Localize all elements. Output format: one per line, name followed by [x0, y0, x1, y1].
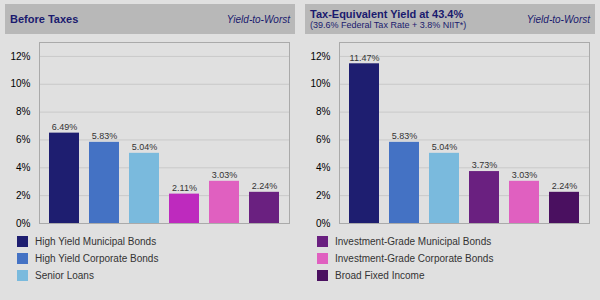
svg-text:3.73%: 3.73%	[472, 160, 498, 170]
html-text:High Yield Municipal Bonds: High Yield Municipal Bonds	[35, 236, 157, 247]
html-text:Investment-Grade Corporate Bon: Investment-Grade Corporate Bonds	[335, 253, 494, 264]
svg-text:6%: 6%	[16, 134, 31, 145]
svg-text:3.03%: 3.03%	[212, 170, 238, 180]
html-text:Investment-Grade Municipal Bon: Investment-Grade Municipal Bonds	[335, 236, 492, 247]
svg-text:6%: 6%	[316, 134, 331, 145]
svg-text:10%: 10%	[10, 78, 30, 89]
svg-text:12%: 12%	[10, 51, 30, 62]
html-text:Yield-to-Worst: Yield-to-Worst	[526, 13, 590, 25]
svg-text:4%: 4%	[16, 162, 31, 173]
svg-text:10%: 10%	[310, 78, 330, 89]
svg-text:11.47%: 11.47%	[350, 53, 380, 63]
svg-text:8%: 8%	[316, 106, 331, 117]
svg-text:2%: 2%	[316, 190, 331, 201]
svg-text:5.83%: 5.83%	[392, 131, 418, 141]
html-text:(39.6% Federal Tax Rate + 3.8%: (39.6% Federal Tax Rate + 3.8% NIIT*)	[310, 20, 467, 30]
svg-text:5.04%: 5.04%	[132, 142, 158, 152]
svg-text:12%: 12%	[310, 51, 330, 62]
svg-text:6.49%: 6.49%	[52, 122, 78, 132]
svg-text:0%: 0%	[316, 218, 331, 229]
html-text:Before Taxes: Before Taxes	[10, 13, 79, 25]
html-text:Yield-to-Worst: Yield-to-Worst	[226, 13, 290, 25]
svg-text:2.24%: 2.24%	[552, 181, 578, 191]
svg-text:0%: 0%	[16, 218, 31, 229]
svg-text:5.83%: 5.83%	[92, 131, 118, 141]
svg-text:3.03%: 3.03%	[512, 170, 538, 180]
svg-text:2.11%: 2.11%	[172, 183, 197, 193]
html-text:High Yield Corporate Bonds: High Yield Corporate Bonds	[35, 253, 159, 264]
html-text:Broad Fixed Income: Broad Fixed Income	[335, 270, 425, 281]
html-text:Tax-Equivalent Yield at 43.4%: Tax-Equivalent Yield at 43.4%	[310, 8, 464, 20]
svg-text:2%: 2%	[16, 190, 31, 201]
html-text:Senior Loans: Senior Loans	[35, 270, 94, 281]
svg-text:2.24%: 2.24%	[252, 181, 278, 191]
svg-text:5.04%: 5.04%	[432, 142, 458, 152]
svg-text:8%: 8%	[16, 106, 31, 117]
svg-text:4%: 4%	[316, 162, 331, 173]
